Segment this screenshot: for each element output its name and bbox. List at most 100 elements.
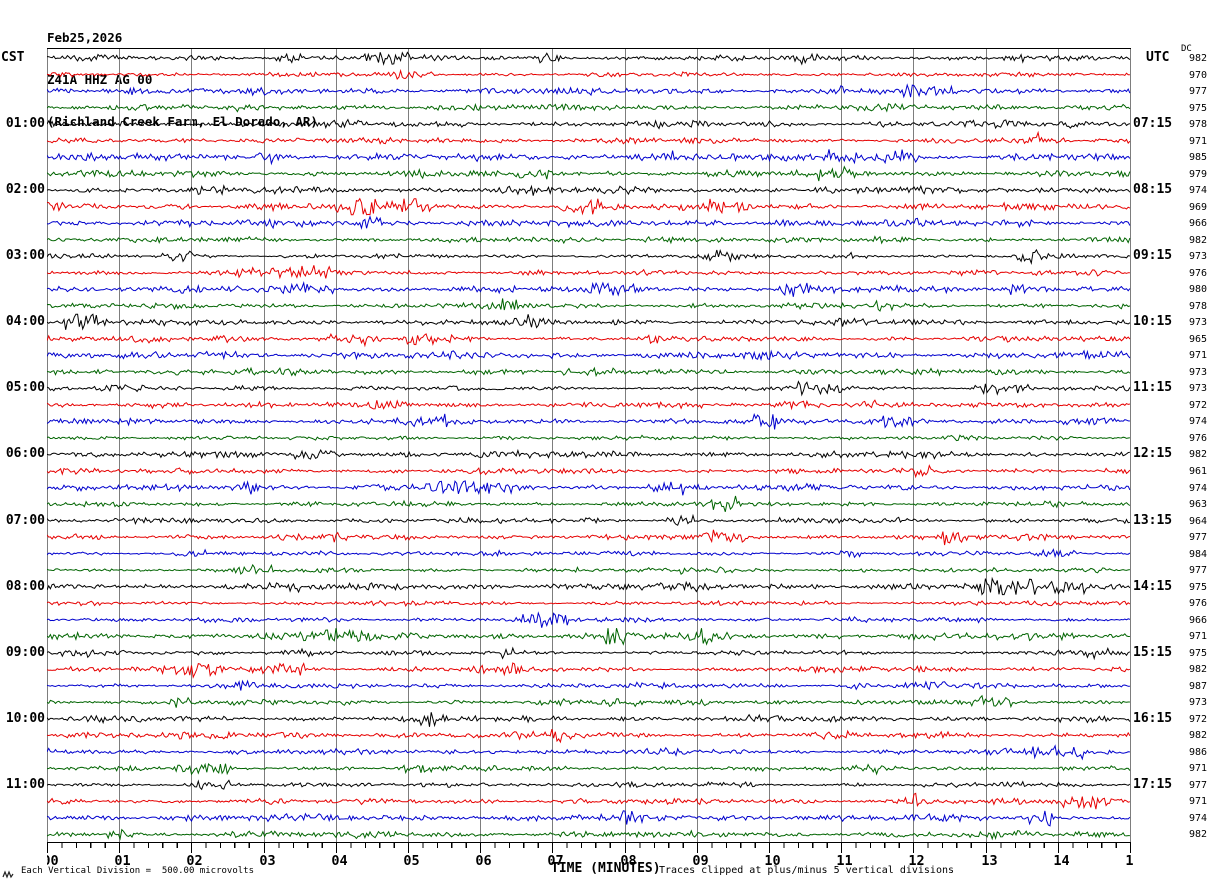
utc-hour-label: 08:15: [1133, 182, 1173, 198]
dc-offset-value: 973: [1188, 366, 1207, 378]
dc-offset-value: 974: [1188, 185, 1207, 197]
dc-offset-value: 963: [1188, 499, 1207, 511]
dc-offset-value: 971: [1188, 135, 1207, 147]
dc-offset-value: 975: [1188, 102, 1207, 114]
seismo-trace: [47, 464, 1131, 479]
title-location: (Richland Creek Farm, El Dorado, AR): [47, 114, 318, 129]
cst-hour-label: 03:00: [5, 248, 45, 264]
dc-offset-value: 978: [1188, 119, 1207, 131]
seismo-trace: [47, 611, 1131, 628]
x-tick-label: 03: [259, 853, 275, 869]
dc-offset-value: 976: [1188, 267, 1207, 279]
dc-offset-value: 969: [1188, 201, 1207, 213]
utc-hour-label: 17:15: [1133, 776, 1173, 792]
dc-offset-value: 982: [1188, 664, 1207, 676]
dc-offset-value: 977: [1188, 86, 1207, 98]
dc-offset-value: 974: [1188, 812, 1207, 824]
x-tick-label: 15: [1125, 853, 1133, 869]
seismo-trace: [47, 118, 1131, 130]
dc-offset-value: 980: [1188, 284, 1207, 296]
seismo-trace: [47, 576, 1131, 596]
seismo-trace: [47, 68, 1130, 80]
dc-offset-value: 985: [1188, 152, 1207, 164]
x-tick-label: 07: [547, 853, 563, 869]
utc-hour-label: 15:15: [1133, 644, 1173, 660]
cst-hour-label: 09:00: [5, 644, 45, 660]
utc-hour-label: 09:15: [1133, 248, 1173, 264]
utc-hour-label: 14:15: [1133, 578, 1173, 594]
seismo-trace: [47, 529, 1131, 546]
seismo-trace: [47, 744, 1130, 761]
cst-hour-label: 07:00: [5, 512, 45, 528]
cst-hour-label: 11:00: [5, 776, 45, 792]
seismo-trace: [47, 165, 1131, 182]
cst-hour-label: 10:00: [5, 710, 45, 726]
seismo-trace: [47, 197, 1131, 216]
dc-offset-value: 961: [1188, 466, 1207, 477]
dc-offset-value: 977: [1188, 565, 1207, 577]
x-tick-label: 01: [114, 853, 130, 869]
seismo-trace: [47, 265, 1130, 280]
seismo-trace: [47, 480, 1131, 496]
dc-offset-value: 982: [1188, 449, 1207, 461]
dc-column-header: DC: [1181, 44, 1192, 54]
tiny-waveform-mark-icon: [2, 870, 14, 879]
dc-offset-value: 966: [1188, 218, 1207, 230]
cst-hour-label: 08:00: [5, 578, 45, 594]
seismo-trace: [47, 313, 1131, 331]
seismo-trace: [47, 694, 1130, 709]
dc-offset-value: 973: [1188, 697, 1207, 709]
cst-hour-label: 01:00: [5, 116, 45, 132]
x-tick-label: 05: [403, 853, 419, 869]
x-axis-title: TIME (MINUTES): [551, 861, 661, 876]
dc-offset-value: 984: [1188, 548, 1207, 560]
utc-hour-label: 16:15: [1133, 710, 1173, 726]
seismo-trace: [47, 434, 1130, 442]
seismo-trace: [47, 102, 1131, 113]
dc-offset-value: 970: [1188, 69, 1207, 81]
x-tick-label: 13: [981, 853, 997, 869]
seismo-trace: [47, 762, 1131, 776]
seismo-trace: [47, 413, 1130, 430]
dc-offset-value: 972: [1188, 713, 1207, 725]
dc-offset-value: 977: [1188, 532, 1207, 544]
seismo-trace: [47, 548, 1131, 559]
seismo-trace: [47, 298, 1131, 312]
dc-offset-value: 971: [1188, 763, 1207, 775]
seismo-trace: [47, 792, 1131, 810]
seismo-trace: [47, 380, 1131, 397]
seismo-trace: [47, 810, 1131, 827]
seismo-trace: [47, 628, 1130, 646]
seismo-trace: [47, 333, 1131, 348]
dc-offset-value: 973: [1188, 251, 1207, 263]
utc-hour-label: 13:15: [1133, 512, 1173, 528]
dc-offset-value: 977: [1188, 779, 1207, 791]
utc-axis-header: UTC: [1146, 50, 1170, 65]
dc-offset-value: 976: [1188, 432, 1207, 444]
seismo-trace: [47, 215, 1131, 230]
cst-hour-label: 06:00: [5, 446, 45, 462]
cst-hour-label: 04:00: [5, 314, 45, 330]
seismo-trace: [47, 149, 1131, 166]
dc-offset-value: 976: [1188, 598, 1207, 610]
dc-offset-value: 974: [1188, 416, 1207, 428]
dc-offset-value: 965: [1188, 333, 1207, 345]
title-station: Z41A HHZ AG 00: [47, 72, 153, 87]
seismo-trace: [47, 130, 1131, 145]
vertical-scale-note: Each Vertical Division = 500.00 microvol…: [21, 866, 254, 876]
dc-offset-value: 987: [1188, 680, 1207, 692]
dc-offset-value: 975: [1188, 581, 1207, 593]
x-tick-label: 09: [692, 853, 708, 869]
utc-hour-label: 07:15: [1133, 116, 1173, 132]
seismo-trace: [47, 712, 1131, 728]
utc-hour-label: 10:15: [1133, 314, 1173, 330]
seismo-trace: [47, 448, 1131, 461]
dc-offset-value: 974: [1188, 482, 1207, 494]
x-tick-label: 08: [620, 853, 636, 869]
dc-offset-value: 982: [1188, 234, 1207, 246]
cst-axis-header: CST: [1, 50, 25, 65]
dc-offset-value: 964: [1188, 515, 1207, 527]
seismo-trace: [47, 599, 1131, 608]
dc-offset-value: 979: [1188, 168, 1207, 180]
dc-offset-value: 972: [1188, 399, 1207, 411]
